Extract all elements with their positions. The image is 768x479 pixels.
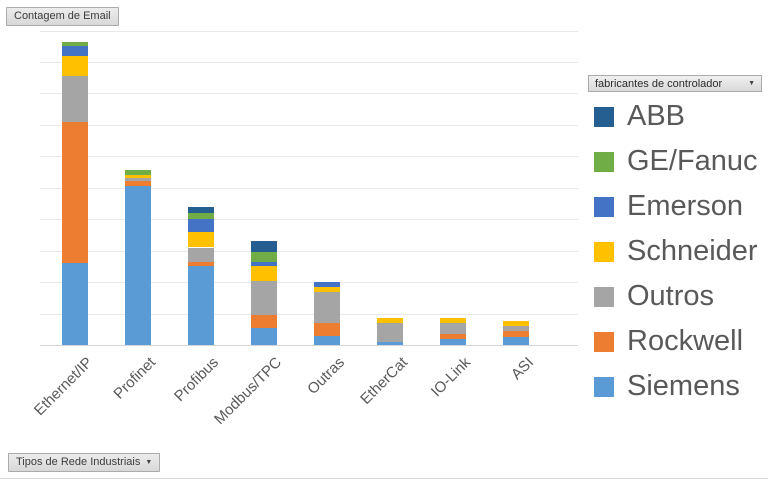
- axis-field-button[interactable]: Tipos de Rede Industriais ▼: [8, 453, 161, 472]
- legend-item-schneider[interactable]: Schneider: [594, 229, 758, 274]
- values-field-button[interactable]: Contagem de Email: [6, 7, 119, 26]
- values-field-label: Contagem de Email: [14, 10, 111, 22]
- gridline: [40, 30, 578, 32]
- gridline: [40, 156, 578, 158]
- bar-segment-outros-asi[interactable]: [502, 326, 529, 331]
- bar-segment-rockwell-asi[interactable]: [502, 330, 529, 338]
- x-axis-label-asi: ASI: [507, 354, 537, 384]
- gridline: [40, 313, 578, 315]
- bar-segment-ge-fanuc-ethernet-ip[interactable]: [61, 41, 88, 47]
- bar-segment-schneider-ethercat[interactable]: [376, 318, 403, 323]
- bar-segment-schneider-modbus-tpc[interactable]: [250, 266, 277, 281]
- bar-segment-outros-ethercat[interactable]: [376, 322, 403, 342]
- legend-swatch-icon: [594, 241, 614, 262]
- legend-field-label: fabricantes de controlador: [595, 77, 723, 90]
- legend-item-ge-fanuc[interactable]: GE/Fanuc: [594, 139, 758, 184]
- bar-segment-schneider-asi[interactable]: [502, 321, 529, 327]
- bar-segment-rockwell-profibus[interactable]: [187, 261, 214, 267]
- bar-segment-siemens-ethernet-ip[interactable]: [61, 263, 88, 345]
- gridline: [40, 93, 578, 95]
- bar-segment-abb-modbus-tpc[interactable]: [250, 241, 277, 253]
- bar-segment-siemens-profibus[interactable]: [187, 266, 214, 345]
- bar-segment-outros-ethernet-ip[interactable]: [61, 76, 88, 122]
- legend-item-rockwell[interactable]: Rockwell: [594, 319, 758, 364]
- bar-segment-ge-fanuc-profinet[interactable]: [124, 170, 151, 176]
- x-axis-label-outras: Outras: [303, 354, 348, 398]
- legend-swatch-icon: [594, 331, 614, 352]
- legend-item-outros[interactable]: Outros: [594, 274, 758, 319]
- bar-segment-outros-modbus-tpc[interactable]: [250, 280, 277, 316]
- bar-segment-ge-fanuc-modbus-tpc[interactable]: [250, 252, 277, 262]
- bar-segment-schneider-profibus[interactable]: [187, 231, 214, 248]
- legend-label: Schneider: [627, 235, 758, 267]
- legend-label: Emerson: [627, 190, 744, 222]
- legend-swatch-icon: [594, 151, 614, 172]
- bar-segment-siemens-outras[interactable]: [313, 335, 340, 345]
- bar-segment-schneider-profinet[interactable]: [124, 175, 151, 179]
- legend-swatch-icon: [594, 196, 614, 217]
- bar-segment-outros-profinet[interactable]: [124, 178, 151, 182]
- x-axis-line: [40, 345, 578, 346]
- bar-segment-emerson-ethernet-ip[interactable]: [61, 46, 88, 56]
- legend-item-abb[interactable]: ABB: [594, 94, 758, 139]
- bar-segment-outros-outras[interactable]: [313, 291, 340, 323]
- gridline: [40, 219, 578, 221]
- chevron-down-icon: ▼: [145, 458, 153, 466]
- gridline: [40, 282, 578, 284]
- gridline: [40, 124, 578, 126]
- x-axis-label-io-link: IO-Link: [427, 354, 474, 401]
- legend-label: Siemens: [627, 370, 740, 402]
- bar-segment-siemens-asi[interactable]: [502, 337, 529, 345]
- legend-swatch-icon: [594, 376, 614, 397]
- bar-segment-siemens-io-link[interactable]: [439, 338, 466, 345]
- bar-segment-emerson-modbus-tpc[interactable]: [250, 261, 277, 267]
- bar-segment-emerson-outras[interactable]: [313, 282, 340, 287]
- bar-segment-siemens-ethercat[interactable]: [376, 341, 403, 345]
- chart-legend: ABB GE/Fanuc Emerson Schneider Outros Rockwel…: [594, 94, 758, 409]
- bar-segment-outros-profibus[interactable]: [187, 247, 214, 262]
- bar-segment-schneider-ethernet-ip[interactable]: [61, 55, 88, 77]
- bar-segment-abb-profibus[interactable]: [187, 206, 214, 213]
- gridline: [40, 250, 578, 252]
- bar-segment-rockwell-outras[interactable]: [313, 322, 340, 336]
- gridline: [40, 187, 578, 189]
- axis-field-label: Tipos de Rede Industriais: [16, 456, 141, 468]
- bar-segment-siemens-modbus-tpc[interactable]: [250, 327, 277, 345]
- bar-segment-schneider-io-link[interactable]: [439, 318, 466, 323]
- bar-segment-siemens-profinet[interactable]: [124, 186, 151, 345]
- legend-field-dropdown[interactable]: fabricantes de controlador ▼: [588, 75, 762, 92]
- legend-swatch-icon: [594, 106, 614, 127]
- legend-label: GE/Fanuc: [627, 145, 758, 177]
- bar-segment-ge-fanuc-profibus[interactable]: [187, 212, 214, 220]
- legend-label: ABB: [627, 100, 686, 132]
- bar-segment-rockwell-io-link[interactable]: [439, 333, 466, 339]
- bar-segment-rockwell-profinet[interactable]: [124, 181, 151, 187]
- chevron-down-icon: ▼: [748, 80, 755, 87]
- legend-label: Rockwell: [627, 325, 744, 357]
- x-axis-label-ethercat: EtherCat: [356, 354, 411, 408]
- legend-label: Outros: [627, 280, 715, 312]
- bar-segment-schneider-outras[interactable]: [313, 286, 340, 292]
- bar-segment-rockwell-modbus-tpc[interactable]: [250, 315, 277, 328]
- x-axis-label-modbus-tpc: Modbus/TPC: [210, 354, 285, 428]
- bar-segment-emerson-profibus[interactable]: [187, 219, 214, 232]
- legend-item-siemens[interactable]: Siemens: [594, 364, 758, 409]
- gridline: [40, 61, 578, 63]
- legend-item-emerson[interactable]: Emerson: [594, 184, 758, 229]
- legend-swatch-icon: [594, 286, 614, 307]
- bar-segment-rockwell-ethernet-ip[interactable]: [61, 121, 88, 264]
- bar-segment-outros-io-link[interactable]: [439, 322, 466, 334]
